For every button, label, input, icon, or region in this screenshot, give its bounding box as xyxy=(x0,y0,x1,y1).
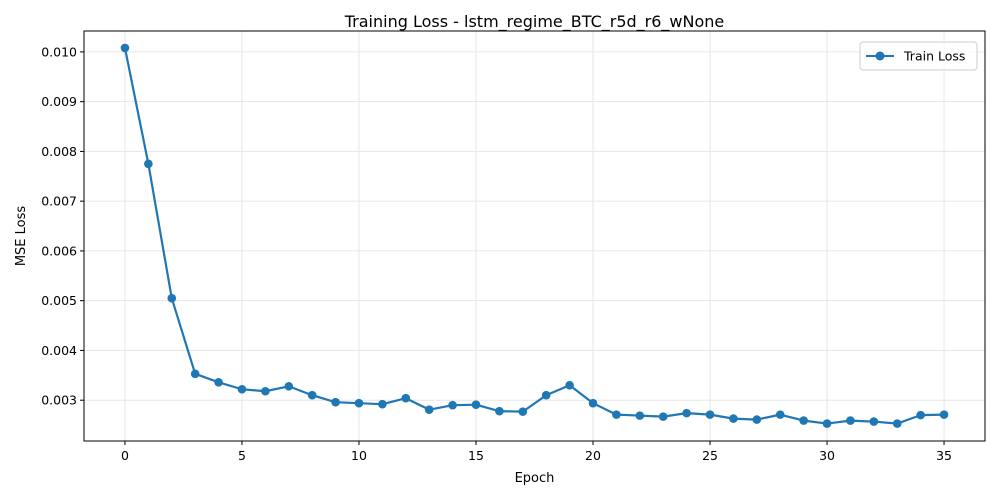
x-tick-label: 15 xyxy=(468,448,484,463)
x-tick-label: 10 xyxy=(351,448,367,463)
x-tick-label: 30 xyxy=(819,448,835,463)
data-point xyxy=(190,369,200,379)
x-tick-label: 35 xyxy=(936,448,952,463)
y-tick-label: 0.009 xyxy=(41,94,77,109)
data-point xyxy=(261,386,270,396)
data-point xyxy=(167,293,177,303)
data-point xyxy=(284,381,294,391)
data-point xyxy=(775,410,785,419)
plot-area-frame xyxy=(83,30,986,442)
x-tick-label: 25 xyxy=(702,448,718,463)
data-point xyxy=(939,410,949,419)
chart-title: Training Loss - lstm_regime_BTC_r5d_r6_w… xyxy=(344,12,724,32)
y-tick-label: 0.008 xyxy=(41,144,77,159)
data-point xyxy=(658,412,668,421)
data-point xyxy=(214,377,223,387)
series-layer xyxy=(120,43,949,428)
data-point xyxy=(752,415,762,424)
data-point xyxy=(892,419,902,428)
y-axis-ticks: 0.003 0.004 0.005 0.006 0.007 0.008 0.009 0.010 xyxy=(41,44,84,408)
y-tick-label: 0.005 xyxy=(41,293,77,308)
data-point xyxy=(471,400,481,409)
x-axis-label: Epoch xyxy=(515,471,555,486)
y-tick-label: 0.006 xyxy=(41,243,77,258)
y-tick-label: 0.003 xyxy=(41,393,77,408)
y-axis-label: MSE Loss xyxy=(14,206,29,267)
data-point xyxy=(237,384,247,394)
data-point xyxy=(799,416,808,425)
data-point xyxy=(331,397,340,407)
data-point xyxy=(518,407,528,416)
data-point xyxy=(378,399,387,409)
data-point xyxy=(588,398,598,408)
legend: Train Loss xyxy=(859,41,978,71)
y-tick-label: 0.007 xyxy=(41,194,77,209)
x-tick-label: 5 xyxy=(238,448,246,463)
data-point xyxy=(916,410,925,420)
data-point xyxy=(354,398,364,408)
data-point xyxy=(729,414,738,423)
data-point xyxy=(495,406,504,416)
data-point xyxy=(705,410,715,419)
data-point xyxy=(424,405,434,414)
legend-swatch-marker xyxy=(875,51,885,61)
grid xyxy=(84,31,985,441)
data-point xyxy=(635,411,645,420)
legend-label: Train Loss xyxy=(903,49,965,64)
data-point xyxy=(565,380,574,390)
data-point xyxy=(612,410,621,419)
x-tick-label: 0 xyxy=(121,448,129,463)
x-axis-ticks: 0 5 10 15 20 25 30 35 xyxy=(121,441,952,463)
data-point xyxy=(682,408,691,418)
y-tick-label: 0.010 xyxy=(41,44,77,59)
data-point xyxy=(448,400,457,410)
data-point xyxy=(869,417,879,426)
data-point xyxy=(120,43,130,53)
legend-box xyxy=(859,41,978,71)
data-point xyxy=(822,419,832,428)
data-point xyxy=(144,159,153,169)
series-line xyxy=(123,47,945,425)
x-tick-label: 20 xyxy=(585,448,601,463)
data-point xyxy=(307,390,317,400)
data-point xyxy=(846,416,855,425)
data-point xyxy=(401,393,411,403)
y-tick-label: 0.004 xyxy=(41,343,77,358)
data-point xyxy=(541,390,551,400)
